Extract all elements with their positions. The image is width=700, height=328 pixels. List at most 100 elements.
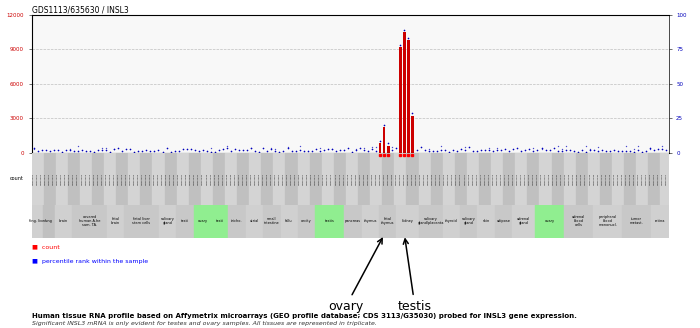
Bar xyxy=(471,153,475,205)
Bar xyxy=(124,205,159,238)
Text: GSM10015: GSM10015 xyxy=(94,173,95,185)
Text: GSM10031: GSM10031 xyxy=(158,173,159,185)
Bar xyxy=(398,153,402,205)
Bar xyxy=(564,153,568,205)
Text: GSM10054: GSM10054 xyxy=(251,173,252,185)
Text: ovary: ovary xyxy=(545,219,555,223)
Bar xyxy=(628,153,632,205)
Bar xyxy=(519,153,524,205)
Text: GSM10006: GSM10006 xyxy=(57,173,58,185)
Text: GSM10063: GSM10063 xyxy=(287,173,288,185)
Bar xyxy=(72,205,107,238)
Text: GSM10105: GSM10105 xyxy=(456,173,457,185)
Text: GSM10144: GSM10144 xyxy=(614,173,615,185)
Bar xyxy=(608,153,612,205)
Bar xyxy=(399,47,402,153)
Bar xyxy=(540,153,543,205)
Text: GSM10012: GSM10012 xyxy=(81,173,83,185)
Text: adipose: adipose xyxy=(496,219,510,223)
Bar xyxy=(36,153,40,205)
Bar xyxy=(173,153,176,205)
Text: GSM10008: GSM10008 xyxy=(65,173,66,185)
Text: fing. liver: fing. liver xyxy=(29,219,46,223)
Bar xyxy=(281,205,298,238)
Bar xyxy=(547,153,552,205)
Bar xyxy=(32,153,36,205)
Bar xyxy=(32,205,43,238)
Text: GSM10019: GSM10019 xyxy=(110,173,111,185)
Text: GSM10045: GSM10045 xyxy=(214,173,216,185)
Bar xyxy=(660,153,664,205)
Bar xyxy=(107,205,124,238)
Text: GSM10075: GSM10075 xyxy=(335,173,337,185)
Bar xyxy=(387,146,389,153)
Text: ovary: ovary xyxy=(197,219,207,223)
Bar xyxy=(40,153,43,205)
Bar xyxy=(326,153,330,205)
Text: GSM10062: GSM10062 xyxy=(283,173,284,185)
Bar xyxy=(600,153,604,205)
Bar xyxy=(568,153,572,205)
Text: GSM10096: GSM10096 xyxy=(420,173,421,185)
Text: GSM10030: GSM10030 xyxy=(154,173,155,185)
Text: GSM10043: GSM10043 xyxy=(206,173,207,185)
Bar xyxy=(396,205,419,238)
Text: GSM10086: GSM10086 xyxy=(379,173,381,185)
Bar xyxy=(576,153,580,205)
Bar xyxy=(652,153,657,205)
Text: GSM10026: GSM10026 xyxy=(138,173,139,185)
Text: GSM10034: GSM10034 xyxy=(170,173,171,185)
Text: GSM10016: GSM10016 xyxy=(97,173,99,185)
Text: GSM10028: GSM10028 xyxy=(146,173,147,185)
Bar xyxy=(487,153,491,205)
Bar xyxy=(592,153,596,205)
Bar xyxy=(246,205,263,238)
Text: GSM10126: GSM10126 xyxy=(541,173,542,185)
Bar xyxy=(379,143,382,153)
Text: GSM10111: GSM10111 xyxy=(480,173,482,185)
Text: GSM10038: GSM10038 xyxy=(186,173,187,185)
Bar xyxy=(394,153,398,205)
Text: GSM10093: GSM10093 xyxy=(408,173,409,185)
Text: GSM10009: GSM10009 xyxy=(69,173,70,185)
Bar xyxy=(194,205,211,238)
Bar xyxy=(632,153,636,205)
Text: GSM10116: GSM10116 xyxy=(500,173,502,185)
Text: GSM10041: GSM10041 xyxy=(198,173,200,185)
Bar xyxy=(302,153,306,205)
Bar xyxy=(419,153,423,205)
Bar xyxy=(48,153,52,205)
Text: GSM10007: GSM10007 xyxy=(61,173,62,185)
Text: skin: skin xyxy=(482,219,490,223)
Text: GSM10074: GSM10074 xyxy=(331,173,332,185)
Bar xyxy=(624,153,628,205)
Text: GSM10118: GSM10118 xyxy=(509,173,510,185)
Text: GSM10102: GSM10102 xyxy=(444,173,445,185)
Bar xyxy=(382,153,386,205)
Bar xyxy=(426,153,430,205)
Bar xyxy=(442,153,447,205)
Text: GSM10058: GSM10058 xyxy=(267,173,268,185)
Text: GSM10092: GSM10092 xyxy=(404,173,405,185)
Bar xyxy=(338,153,342,205)
Text: GSM10103: GSM10103 xyxy=(448,173,449,185)
Bar xyxy=(169,153,173,205)
Text: GSM10036: GSM10036 xyxy=(178,173,179,185)
Bar xyxy=(136,153,141,205)
Text: GSM10130: GSM10130 xyxy=(557,173,558,185)
Text: GSM10003: GSM10003 xyxy=(45,173,46,185)
Bar xyxy=(159,205,176,238)
Text: salivary
gland: salivary gland xyxy=(160,217,174,225)
Text: testis: testis xyxy=(398,239,432,313)
Text: salivary
gland: salivary gland xyxy=(462,217,476,225)
Text: adrenal
gland: adrenal gland xyxy=(517,217,531,225)
Bar xyxy=(116,153,120,205)
Bar xyxy=(181,153,185,205)
Text: GSM10089: GSM10089 xyxy=(392,173,393,185)
Bar xyxy=(439,153,442,205)
Text: GSM10128: GSM10128 xyxy=(549,173,550,185)
Bar xyxy=(511,153,515,205)
Bar xyxy=(64,153,68,205)
Text: covered
human A.he
sam. TA.: covered human A.he sam. TA. xyxy=(78,215,100,227)
Bar xyxy=(286,153,290,205)
